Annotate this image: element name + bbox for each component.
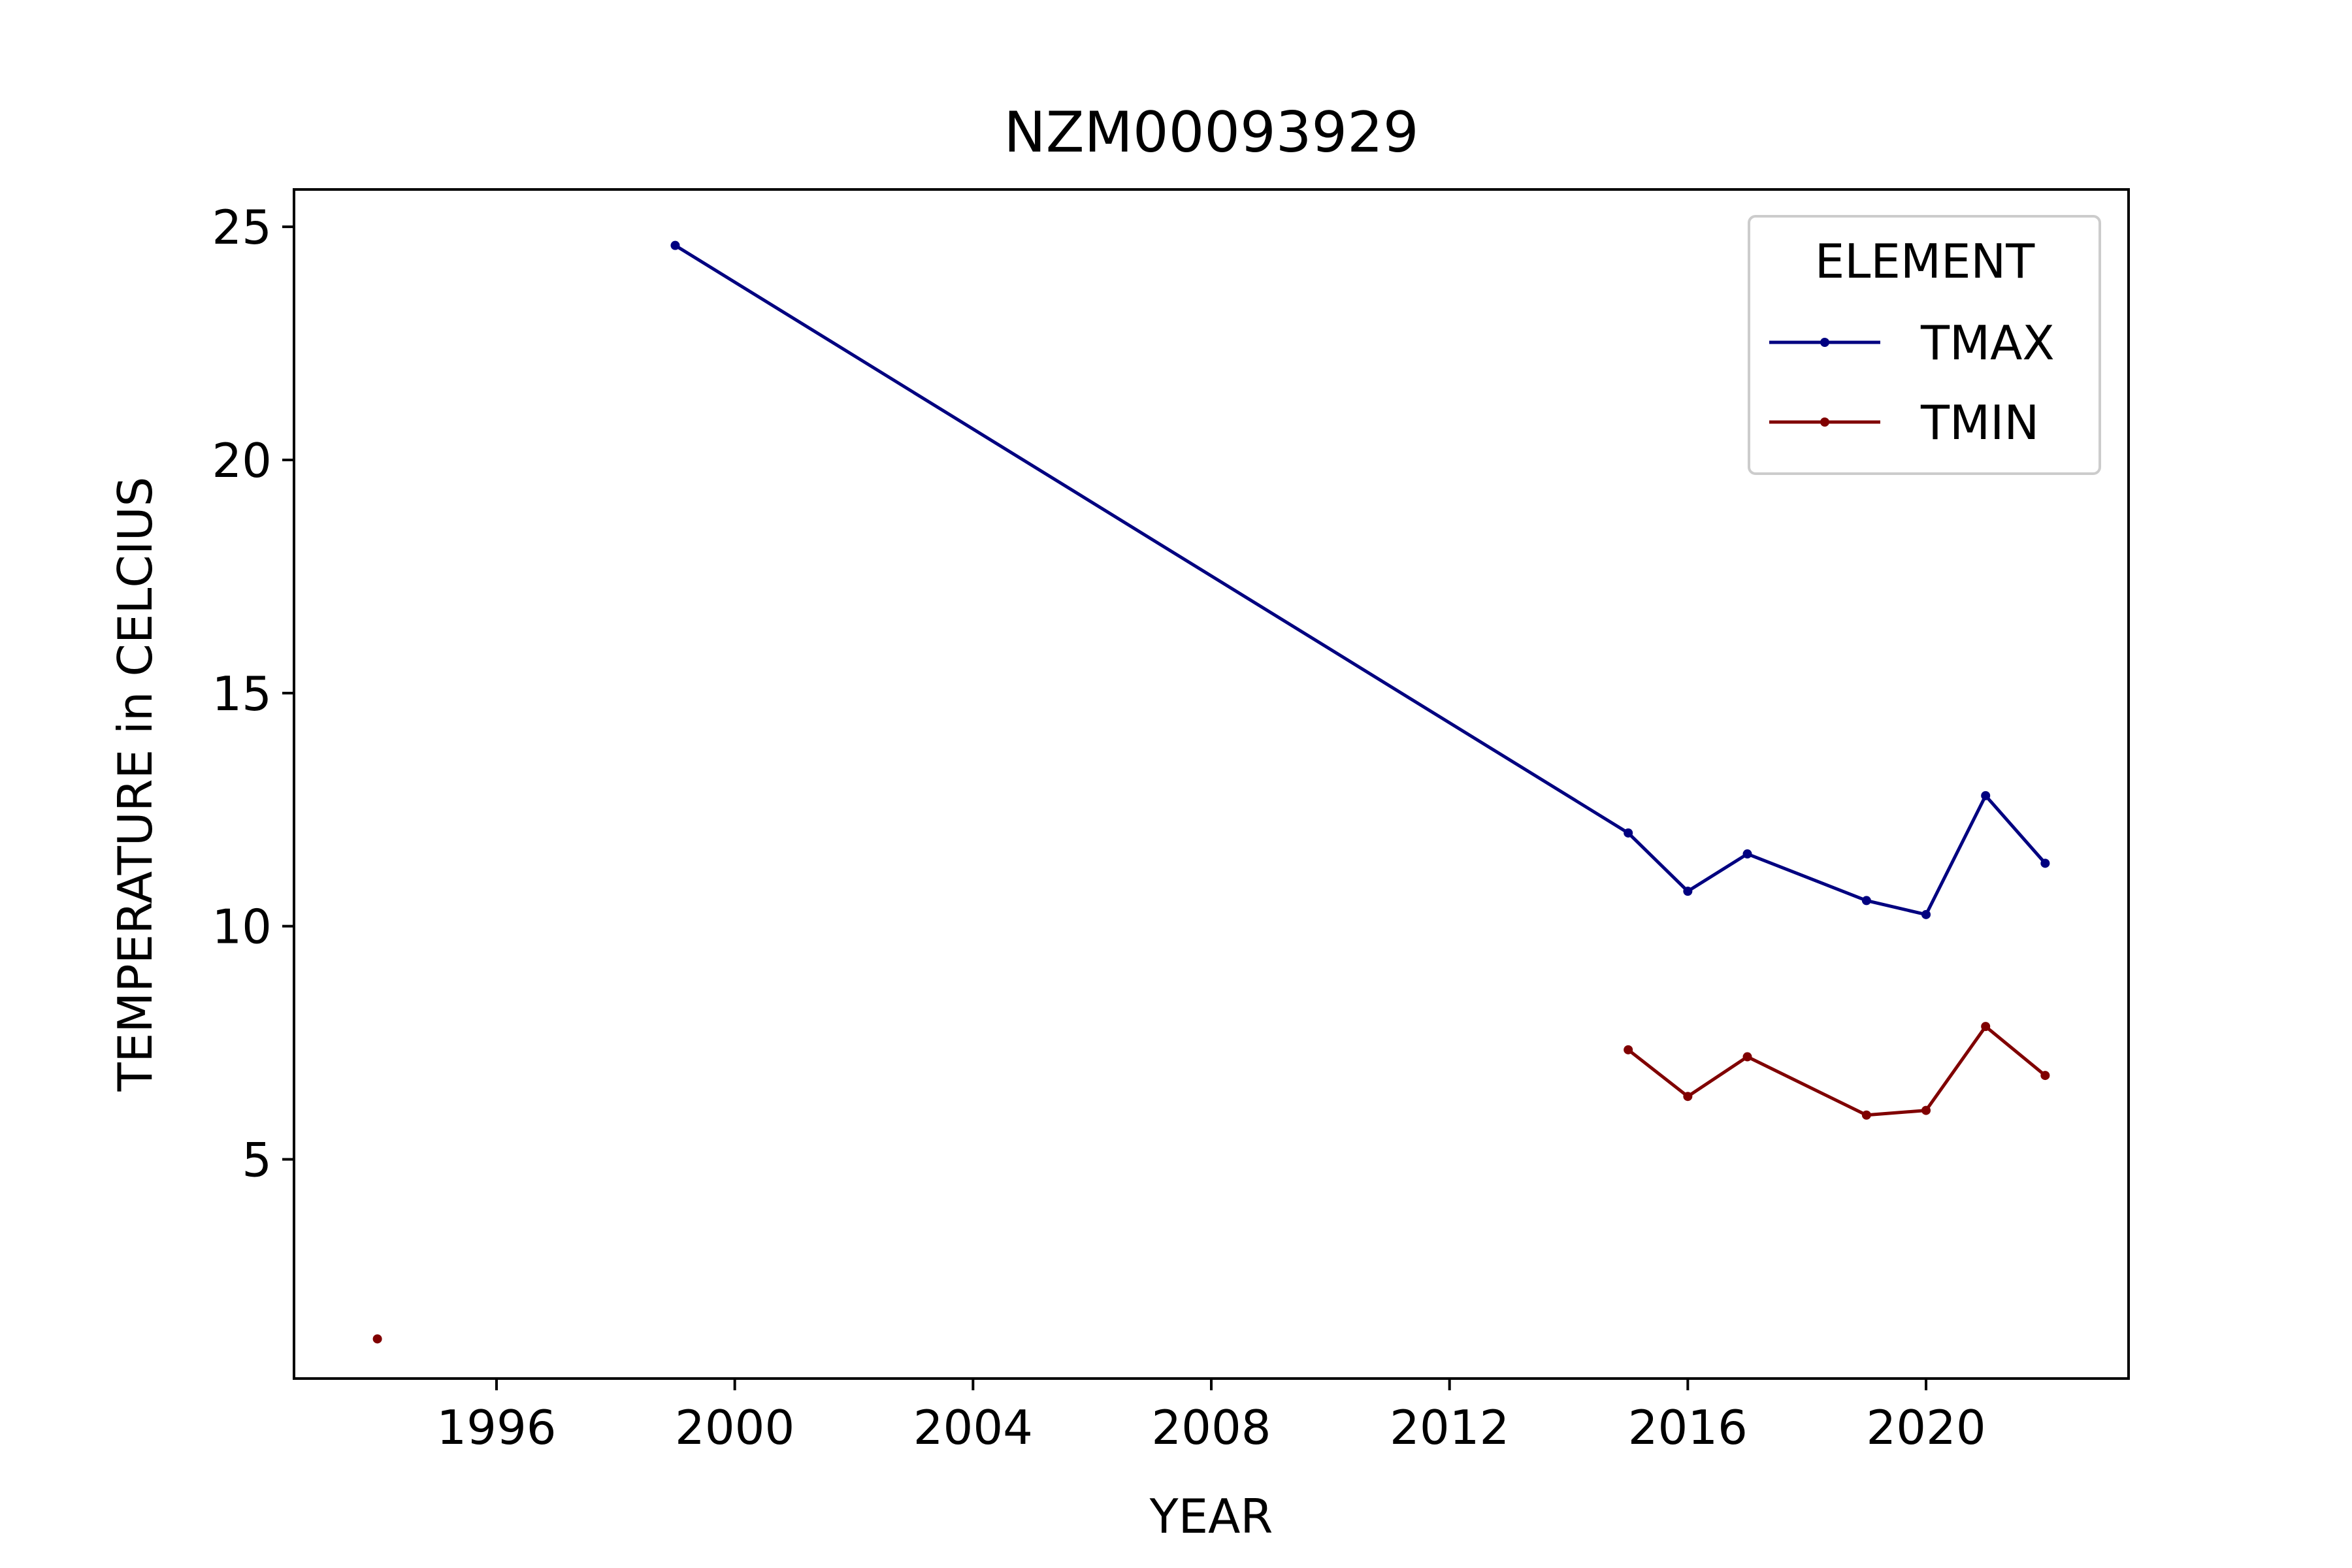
x-tick-label: 1996 <box>436 1400 556 1455</box>
data-point-tmin <box>1742 1052 1752 1062</box>
legend-title: ELEMENT <box>1815 234 2036 289</box>
series-tmin <box>372 1022 2050 1344</box>
data-point-tmax <box>1921 909 1931 919</box>
legend-marker-tmax <box>1820 338 1829 347</box>
series-layer <box>372 240 2050 1344</box>
y-tick-label: 15 <box>212 666 272 721</box>
data-point-tmin <box>1921 1105 1931 1115</box>
chart-title: NZM00093929 <box>1004 100 1418 165</box>
legend-label-tmin: TMIN <box>1920 395 2039 450</box>
y-axis: 5 10 15 20 25 <box>212 200 294 1188</box>
data-point-tmin <box>2040 1071 2050 1081</box>
data-point-tmin <box>1683 1092 1693 1102</box>
x-axis: 1996 2000 2004 2008 2012 2016 2020 <box>436 1379 1986 1455</box>
data-point-tmax <box>1624 828 1633 838</box>
legend-entry-tmax: TMAX <box>1769 316 2055 370</box>
x-tick-label: 2008 <box>1151 1400 1271 1455</box>
data-point-tmin <box>1981 1022 1991 1032</box>
x-tick-label: 2020 <box>1866 1400 1985 1455</box>
data-point-tmax <box>2040 858 2050 868</box>
y-tick-label: 20 <box>212 433 272 488</box>
y-tick-label: 25 <box>212 200 272 255</box>
x-tick-label: 2000 <box>675 1400 794 1455</box>
data-point-tmax <box>1742 849 1752 859</box>
data-point-tmin <box>372 1334 382 1344</box>
legend: ELEMENT TMAX TMIN <box>1748 215 2101 475</box>
legend-label-tmax: TMAX <box>1920 316 2055 370</box>
legend-entry-tmin: TMIN <box>1769 395 2039 450</box>
series-line-tmax <box>674 244 2047 917</box>
data-point-tmax <box>670 240 680 250</box>
x-tick-label: 2016 <box>1628 1400 1748 1455</box>
legend-box <box>1748 215 2101 475</box>
x-tick-label: 2004 <box>913 1400 1033 1455</box>
x-tick-label: 2012 <box>1390 1400 1509 1455</box>
data-point-tmax <box>1683 887 1693 896</box>
y-tick-label: 10 <box>212 900 272 955</box>
data-point-tmax <box>1861 896 1871 906</box>
data-point-tmin <box>1624 1045 1633 1054</box>
legend-entries: TMAX TMIN <box>1769 316 2055 450</box>
data-point-tmin <box>1861 1110 1871 1120</box>
y-axis-label: TEMPERATURE in CELCIUS <box>108 477 163 1092</box>
data-point-tmax <box>1981 791 1991 800</box>
y-tick-label: 5 <box>242 1133 272 1188</box>
series-tmax <box>670 240 2050 919</box>
legend-marker-tmin <box>1820 417 1829 427</box>
x-axis-label: YEAR <box>1149 1489 1273 1544</box>
